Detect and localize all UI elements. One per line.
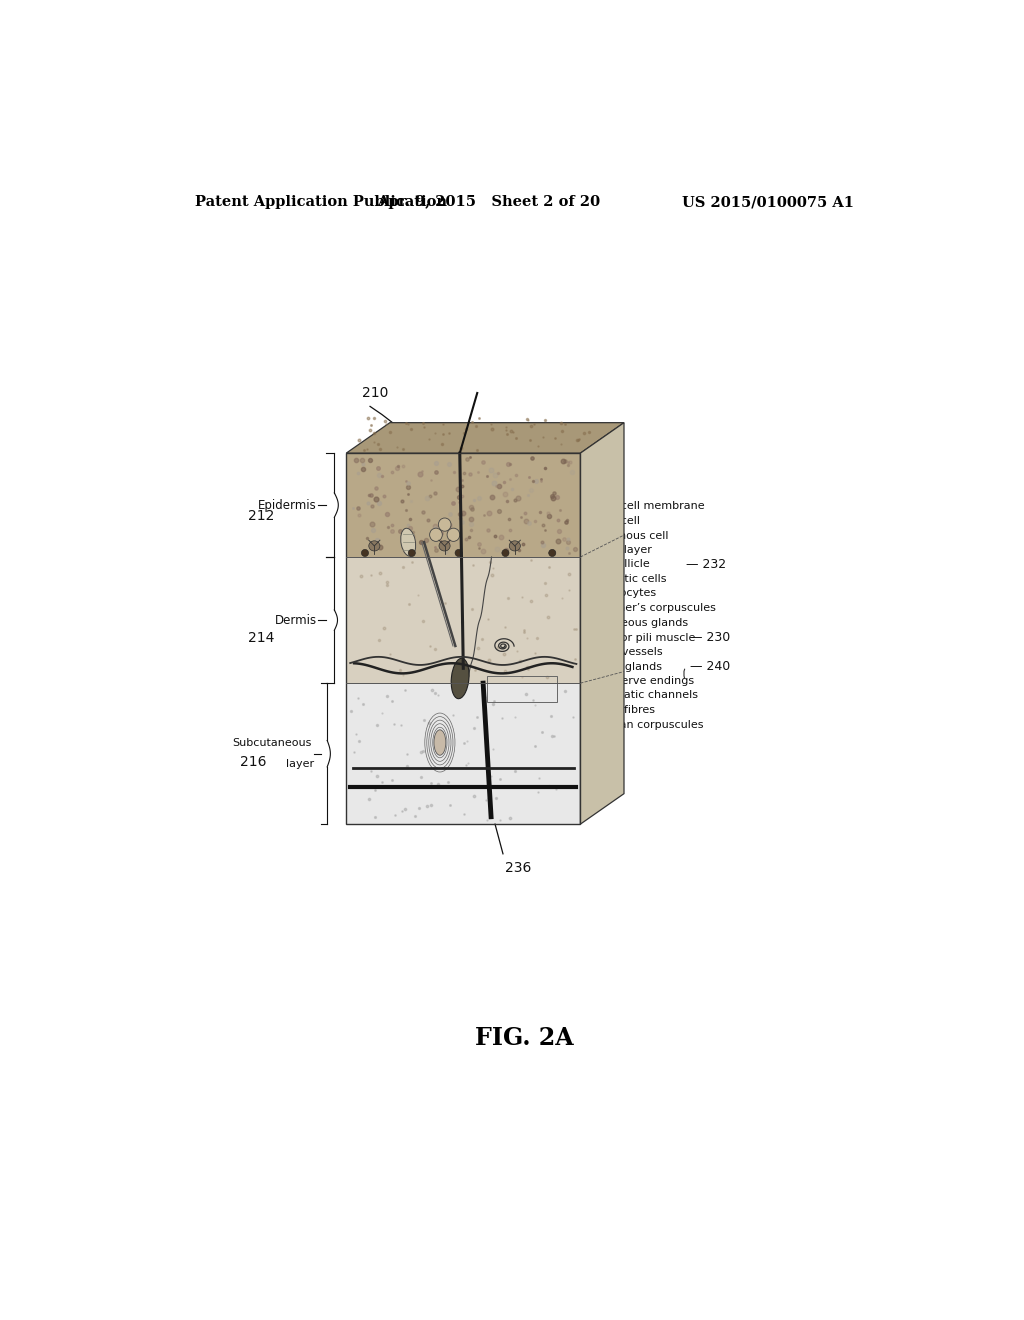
- Text: — 230: — 230: [690, 631, 730, 644]
- Ellipse shape: [502, 549, 509, 557]
- Text: Squamous cell: Squamous cell: [587, 531, 669, 541]
- Text: FIG. 2A: FIG. 2A: [475, 1026, 574, 1049]
- Polygon shape: [346, 422, 624, 453]
- Text: Subcutaneous: Subcutaneous: [232, 738, 312, 748]
- Ellipse shape: [549, 549, 556, 557]
- Ellipse shape: [452, 659, 469, 698]
- Text: Nerve fibres: Nerve fibres: [587, 705, 654, 715]
- Text: Horny layer: Horny layer: [587, 545, 651, 556]
- Text: Basal cell: Basal cell: [587, 516, 640, 527]
- Ellipse shape: [400, 528, 416, 556]
- Text: — 240: — 240: [690, 660, 730, 673]
- Text: 216: 216: [241, 755, 267, 770]
- Ellipse shape: [447, 528, 460, 541]
- Text: Meissner’s corpuscules: Meissner’s corpuscules: [587, 603, 716, 614]
- Text: Lymphatic channels: Lymphatic channels: [587, 690, 697, 700]
- Text: Sebaceous glands: Sebaceous glands: [587, 618, 688, 628]
- Polygon shape: [346, 453, 581, 557]
- Text: Dendritic cells: Dendritic cells: [587, 574, 667, 585]
- Text: Patent Application Publication: Patent Application Publication: [196, 195, 447, 209]
- Ellipse shape: [434, 730, 445, 755]
- Ellipse shape: [455, 549, 462, 557]
- Text: Melanocytes: Melanocytes: [587, 589, 656, 598]
- Polygon shape: [346, 557, 581, 684]
- Text: Blood vessels: Blood vessels: [587, 647, 663, 657]
- Polygon shape: [581, 422, 624, 824]
- Text: layer: layer: [287, 759, 314, 768]
- Text: Hair follicle: Hair follicle: [587, 560, 649, 569]
- Ellipse shape: [439, 541, 451, 550]
- Polygon shape: [346, 684, 581, 824]
- Ellipse shape: [509, 541, 520, 550]
- Text: Free nerve endings: Free nerve endings: [587, 676, 694, 686]
- Text: — 232: — 232: [686, 558, 726, 572]
- Text: 210: 210: [362, 387, 388, 400]
- Ellipse shape: [361, 549, 369, 557]
- Text: 236: 236: [505, 861, 530, 875]
- Ellipse shape: [409, 549, 416, 557]
- Text: Dermis: Dermis: [274, 614, 316, 627]
- Ellipse shape: [438, 517, 451, 531]
- Text: Sweat glands: Sweat glands: [587, 661, 662, 672]
- Text: Arrector pili muscle: Arrector pili muscle: [587, 632, 695, 643]
- Text: US 2015/0100075 A1: US 2015/0100075 A1: [682, 195, 854, 209]
- Text: 214: 214: [249, 631, 274, 645]
- Text: Pacinian corpuscules: Pacinian corpuscules: [587, 719, 703, 730]
- Ellipse shape: [369, 541, 380, 550]
- Ellipse shape: [430, 528, 442, 541]
- Text: Epidermis: Epidermis: [258, 499, 316, 512]
- Text: 212: 212: [249, 510, 274, 523]
- Text: Apr. 9, 2015   Sheet 2 of 20: Apr. 9, 2015 Sheet 2 of 20: [378, 195, 601, 209]
- Text: Basal cell membrane: Basal cell membrane: [587, 500, 705, 511]
